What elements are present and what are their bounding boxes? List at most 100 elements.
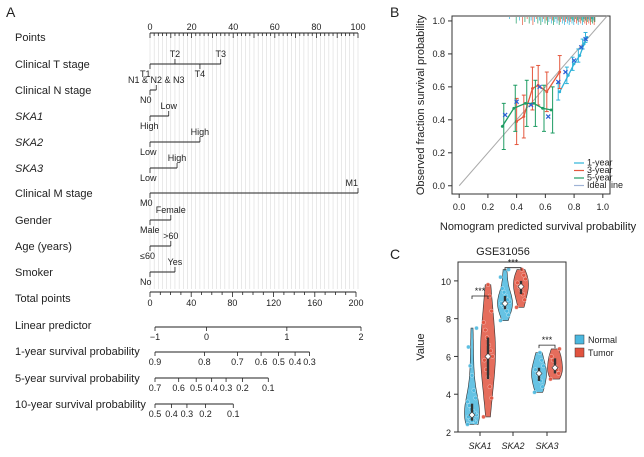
row-label: Gender [15, 215, 52, 227]
data-point [501, 290, 507, 295]
violin-y-tick-label: 2 [446, 428, 451, 438]
variable-level-label: T4 [195, 69, 206, 79]
row-label: Total points [15, 293, 71, 305]
row-label: 1-year survival probability [15, 346, 140, 358]
calibration-marker [563, 69, 568, 75]
variable-level-label: No [140, 277, 152, 287]
violin-y-tick-label: 6 [446, 352, 451, 362]
points-tick-label: 40 [228, 22, 238, 32]
calibration-marker [571, 58, 577, 63]
data-point [523, 276, 528, 282]
data-point [469, 373, 475, 378]
data-point [488, 348, 493, 353]
points-tick-label: 100 [350, 22, 365, 32]
linear_predictor-tick-label: 1 [284, 332, 289, 342]
violin-axes: 2 4 6 8 10 SKA1 SKA2 SKA3 [441, 277, 559, 451]
points-tick-label: 0 [147, 22, 152, 32]
data-point [506, 267, 511, 272]
data-point [522, 297, 527, 302]
violin-title: GSE31056 [476, 246, 530, 258]
data-point [489, 395, 494, 401]
data-point [468, 363, 473, 369]
data-point [481, 320, 486, 325]
variable-level-label: ≤60 [140, 251, 155, 261]
violin-y-tick-label: 8 [446, 315, 451, 325]
significance-label: *** [475, 286, 486, 296]
survival_5yr-tick-label: 0.1 [262, 383, 275, 393]
calibration-marker [578, 44, 584, 50]
variable-level-label: T3 [215, 49, 226, 59]
survival_5yr-tick-label: 0.7 [149, 383, 162, 393]
calibration-y-tick-label: 0.4 [432, 115, 445, 125]
significance-bracket [504, 267, 522, 271]
calibration-point [558, 70, 562, 74]
total-points-tick-label: 0 [147, 298, 152, 308]
legend-label: 3-year [587, 165, 613, 175]
survival_5yr-tick-label: 0.4 [205, 383, 218, 393]
survival_10yr-tick-label: 0.3 [181, 409, 194, 419]
survival_5yr-tick-label: 0.2 [236, 383, 249, 393]
violin-y-tick-label: 4 [446, 390, 451, 400]
survival_10yr-tick-label: 0.5 [149, 409, 162, 419]
survival_5yr-tick-label: 0.3 [220, 383, 233, 393]
calibration-point [522, 115, 526, 118]
calibration-point [531, 87, 534, 90]
data-point [515, 280, 520, 285]
calibration-point [549, 108, 553, 112]
data-point [487, 384, 492, 389]
row-label: SKA2 [15, 137, 43, 149]
row-label: SKA1 [15, 111, 43, 123]
row-label: Clinical M stage [15, 188, 93, 200]
survival_1yr-tick-label: 0.3 [303, 357, 316, 367]
violin-x-tick-label: SKA3 [535, 441, 558, 451]
calibration-point [512, 106, 516, 110]
calibration-x-tick-label: 0.2 [482, 202, 495, 212]
calibration-x-axis-title: Nomogram predicted survival probability [440, 221, 637, 233]
survival_1yr-tick-label: 0.9 [149, 357, 162, 367]
survival_5yr-tick-label: 0.5 [190, 383, 203, 393]
row-label: Clinical N stage [15, 85, 91, 97]
total-points-tick-label: 160 [307, 298, 322, 308]
data-point [506, 312, 511, 318]
variable-level-label: M0 [140, 198, 153, 208]
data-point [489, 308, 494, 314]
median-marker [551, 364, 559, 372]
data-point [556, 371, 561, 376]
calibration-point [566, 73, 570, 77]
calibration-x-tick-label: 0.0 [453, 202, 466, 212]
variable-level-label: T2 [170, 49, 181, 59]
data-point [467, 403, 472, 408]
data-point [473, 395, 478, 401]
calibration-marker [537, 84, 543, 90]
calibration-marker [528, 102, 534, 108]
variable-level-label: High [191, 127, 210, 137]
survival_1yr-tick-label: 0.8 [198, 357, 211, 367]
linear_predictor-tick-label: −1 [150, 332, 160, 342]
survival_10yr-tick-label: 0.2 [199, 409, 212, 419]
points-tick-label: 60 [270, 22, 280, 32]
row-label: Points [15, 32, 46, 44]
nomogram-panel: A Points Clinical T stage Clinical N stage… [6, 4, 366, 419]
legend-label: Ideal line [587, 180, 623, 190]
calibration-point [532, 101, 536, 105]
legend-label: Normal [588, 335, 617, 345]
significance-label: *** [508, 258, 519, 268]
variable-level-label: Yes [168, 257, 183, 267]
variable-level-label: N0 [140, 95, 152, 105]
total-points-tick-label: 40 [186, 298, 196, 308]
total-points-tick-label: 120 [266, 298, 281, 308]
legend-label: 5-year [587, 173, 613, 183]
calibration-y-tick-label: 0.8 [432, 49, 445, 59]
significance-bracket [471, 295, 489, 299]
data-point [500, 286, 505, 291]
total-points-tick-label: 200 [348, 298, 363, 308]
legend-swatch-tumor [574, 347, 585, 358]
panel-letter-b: B [390, 4, 399, 20]
row-label: Linear predictor [15, 320, 92, 332]
data-point [537, 350, 543, 355]
calibration-marker [555, 79, 561, 85]
survival_1yr-tick-label: 0.5 [272, 357, 285, 367]
